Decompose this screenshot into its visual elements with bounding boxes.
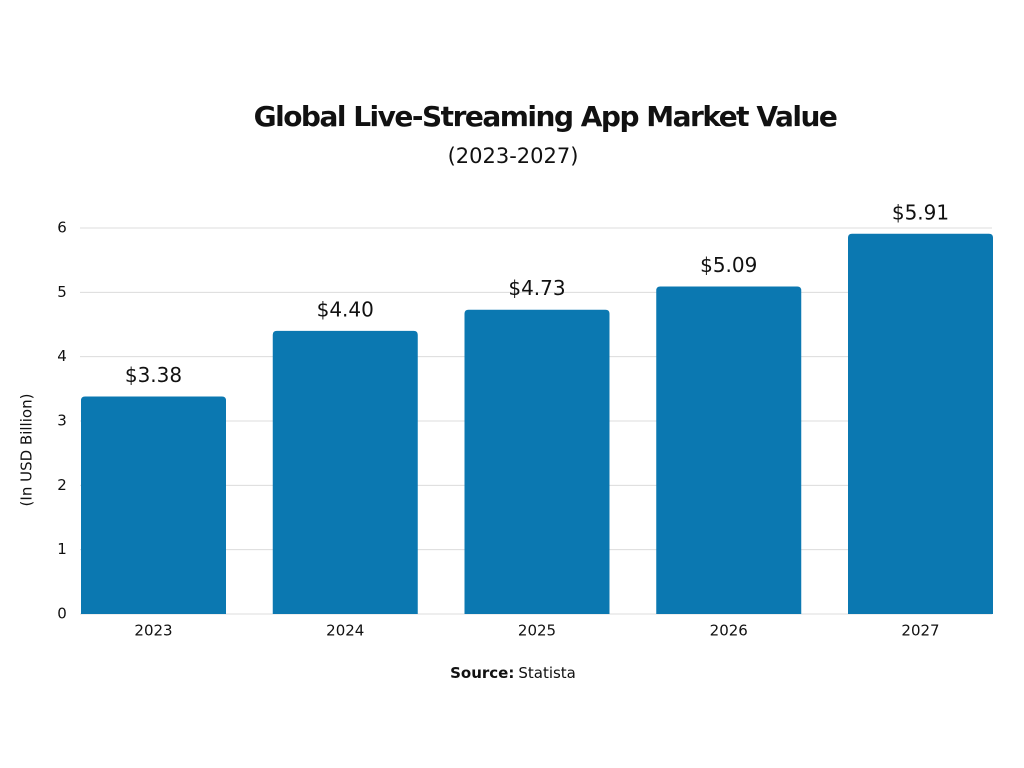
y-tick-label: 0	[57, 605, 67, 623]
bar	[656, 286, 802, 614]
bar	[272, 330, 418, 614]
value-label: $5.91	[892, 200, 949, 224]
y-tick-label: 1	[57, 540, 67, 558]
y-tick-label: 6	[57, 219, 67, 237]
x-tick-label: 2027	[901, 622, 939, 640]
bar	[848, 233, 993, 615]
value-label: $4.73	[508, 276, 565, 300]
source-text: Statista	[518, 664, 576, 682]
source-label: Source:	[450, 664, 514, 682]
source: Source: Statista	[450, 664, 576, 682]
x-tick-label: 2024	[326, 622, 364, 640]
value-label: $4.40	[317, 297, 374, 321]
bar	[464, 309, 610, 614]
chart-subtitle: (2023-2027)	[448, 144, 579, 168]
x-tick-label: 2026	[710, 622, 748, 640]
y-tick-label: 3	[57, 412, 67, 430]
chart-title: Global Live-Streaming App Market Value	[254, 100, 837, 133]
x-tick-label: 2023	[134, 622, 172, 640]
y-tick-label: 2	[57, 476, 67, 494]
value-label: $3.38	[125, 363, 182, 387]
value-label: $5.09	[700, 253, 757, 277]
y-tick-label: 4	[57, 347, 67, 365]
x-tick-label: 2025	[518, 622, 556, 640]
y-axis-label: (In USD Billion)	[18, 394, 36, 507]
y-tick-label: 5	[57, 283, 67, 301]
bar	[81, 396, 226, 614]
